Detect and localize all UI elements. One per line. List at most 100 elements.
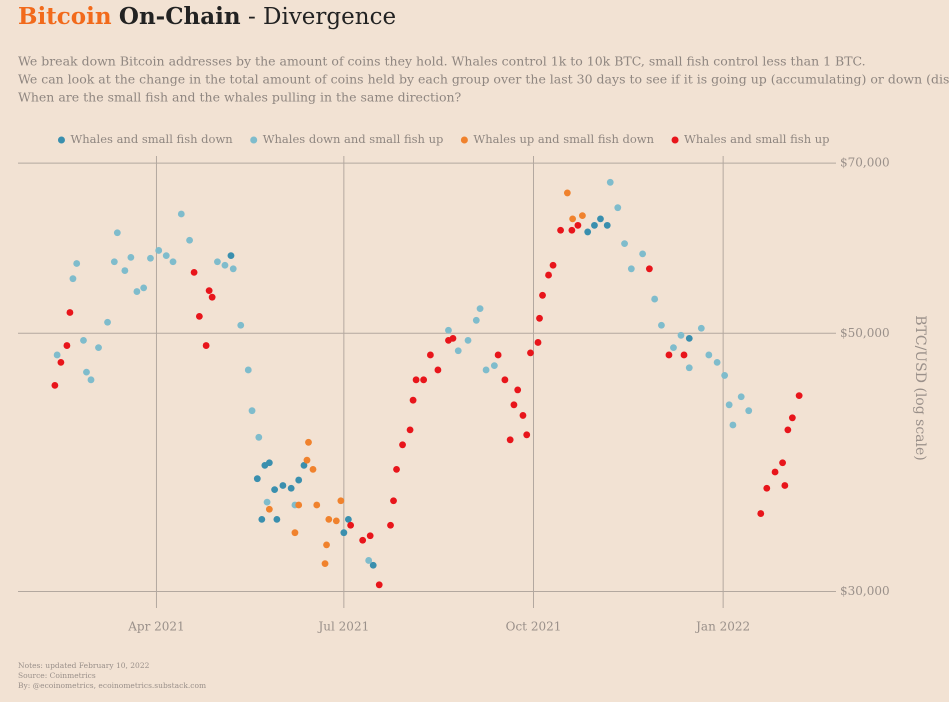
data-point (265, 459, 273, 467)
data-point (323, 541, 330, 549)
chart-title: Bitcoin On-Chain - Divergence (18, 3, 396, 30)
data-point (104, 318, 111, 326)
data-point (464, 336, 472, 344)
data-point (713, 359, 721, 366)
legend-marker (57, 136, 65, 144)
data-point (584, 228, 592, 236)
data-point (614, 204, 622, 212)
data-point (779, 459, 786, 467)
data-point (229, 265, 237, 273)
data-point (332, 517, 340, 525)
data-point (177, 210, 185, 218)
legend-marker (460, 136, 468, 144)
data-point (271, 486, 279, 493)
data-point (597, 215, 604, 223)
data-point (393, 465, 400, 473)
data-point (87, 376, 95, 384)
data-point (208, 293, 216, 301)
data-point (574, 221, 582, 229)
data-point (325, 515, 333, 523)
data-point (295, 501, 303, 509)
data-point (527, 349, 534, 357)
data-point (658, 321, 665, 329)
subtitle: We break down Bitcoin addresses by the a… (18, 54, 866, 69)
data-point (420, 376, 428, 384)
data-point (244, 366, 252, 374)
data-point (569, 215, 577, 223)
data-point (603, 221, 611, 229)
data-point (651, 295, 659, 303)
data-point (51, 382, 59, 389)
data-point (771, 468, 779, 476)
data-point (321, 560, 329, 568)
data-point (606, 178, 614, 186)
data-point (670, 344, 677, 352)
x-tick-label: Apr 2021 (127, 620, 184, 634)
data-point (313, 501, 321, 509)
data-point (295, 476, 303, 484)
data-point (255, 433, 263, 441)
data-point (375, 581, 383, 589)
data-point (677, 331, 685, 339)
data-point (337, 497, 345, 505)
data-point (557, 226, 564, 234)
legend-marker (250, 136, 258, 144)
y-tick-label: $30,000 (840, 584, 890, 598)
data-point (265, 505, 273, 513)
data-point (426, 351, 434, 359)
data-point (399, 441, 406, 449)
legend-label: Whales up and small fish down (473, 132, 654, 146)
data-point (795, 392, 803, 399)
note: Notes: updated February 10, 2022 (18, 661, 150, 670)
data-point (536, 314, 543, 322)
title-main: On-Chain (119, 3, 241, 30)
data-point (494, 351, 502, 359)
title-brand: Bitcoin (18, 3, 112, 30)
data-point (697, 324, 705, 332)
data-point (366, 532, 374, 540)
data-point (390, 497, 397, 505)
data-point (781, 482, 789, 489)
data-point (645, 265, 653, 273)
data-point (737, 393, 745, 401)
data-point (406, 426, 414, 434)
data-point (69, 275, 77, 283)
data-point (365, 557, 373, 564)
data-point (729, 421, 737, 429)
data-point (133, 288, 141, 295)
data-point (519, 412, 527, 419)
data-point (454, 347, 462, 355)
data-point (205, 287, 213, 295)
data-point (568, 226, 576, 234)
data-point (279, 482, 287, 489)
data-point (110, 258, 118, 266)
data-point (490, 362, 498, 370)
data-point (665, 351, 673, 359)
data-point (721, 372, 729, 379)
data-point (121, 267, 129, 274)
data-point (66, 309, 74, 316)
x-tick-label: Jul 2021 (316, 620, 369, 634)
data-point (788, 414, 796, 422)
legend-label: Whales and small fish down (70, 132, 233, 146)
y-axis-label: BTC/USD (log scale) (912, 315, 928, 461)
data-point (639, 250, 647, 258)
data-point (53, 351, 61, 359)
data-point (253, 475, 261, 483)
data-point (155, 247, 163, 254)
data-point (506, 436, 514, 444)
data-point (258, 515, 266, 523)
data-point (784, 426, 792, 434)
data-point (273, 515, 281, 523)
data-point (591, 221, 598, 229)
data-point (291, 529, 299, 537)
note: By: @ecoinometrics, ecoinometrics.substa… (18, 681, 206, 690)
data-point (344, 515, 352, 523)
y-tick-label: $50,000 (840, 326, 890, 340)
y-tick-label: $70,000 (840, 156, 890, 170)
data-point (482, 366, 490, 374)
data-point (549, 261, 557, 269)
data-point (449, 334, 457, 342)
data-point (412, 376, 420, 384)
